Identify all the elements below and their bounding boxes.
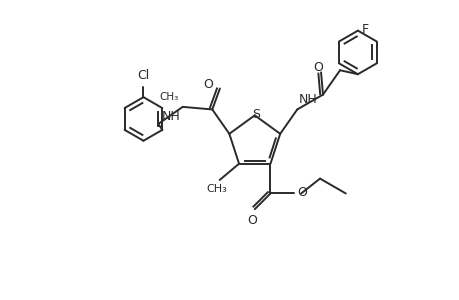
Text: O: O xyxy=(203,78,213,91)
Text: CH₃: CH₃ xyxy=(159,92,179,102)
Text: NH: NH xyxy=(299,94,317,106)
Text: O: O xyxy=(246,214,256,227)
Text: CH₃: CH₃ xyxy=(206,184,227,194)
Text: F: F xyxy=(361,23,368,36)
Text: NH: NH xyxy=(162,110,180,123)
Text: O: O xyxy=(313,61,322,74)
Text: Cl: Cl xyxy=(137,69,149,82)
Text: O: O xyxy=(297,186,307,199)
Text: S: S xyxy=(251,108,259,121)
